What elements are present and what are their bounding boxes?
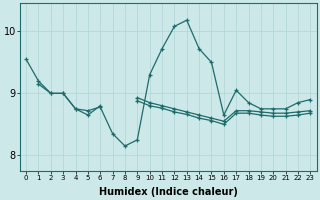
X-axis label: Humidex (Indice chaleur): Humidex (Indice chaleur)	[99, 187, 238, 197]
